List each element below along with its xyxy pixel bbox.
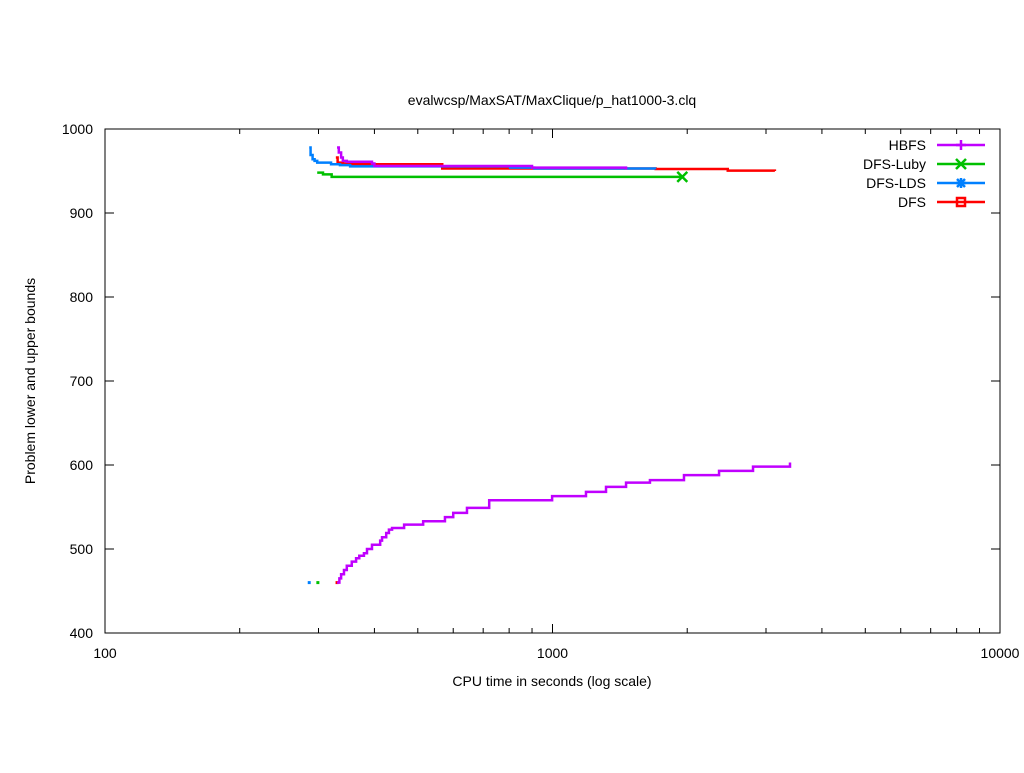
legend-marker-icon	[956, 178, 966, 188]
star-mark	[956, 178, 966, 188]
legend: HBFS DFS-Luby DFS-LDS DFS	[863, 137, 985, 210]
x-tick-label: 10000	[981, 645, 1020, 661]
legend-label: DFS	[898, 194, 926, 210]
plot-frame	[104, 128, 1001, 634]
y-tick-label: 800	[70, 289, 94, 305]
legend-label: DFS-LDS	[866, 175, 926, 191]
dfs-lds-upper-bound-line	[309, 146, 657, 170]
y-tick-label: 900	[70, 205, 94, 221]
legend-marker-icon	[956, 140, 966, 150]
dfs-upper-bound-line	[335, 156, 777, 172]
chart-title: evalwcsp/MaxSAT/MaxClique/p_hat1000-3.cl…	[408, 92, 696, 108]
series-group	[307, 146, 792, 585]
x-mark	[676, 170, 689, 183]
y-tick-label: 600	[70, 457, 94, 473]
hbfs-lower-bound-line	[337, 462, 792, 584]
dfs-luby-upper-bound-line	[317, 171, 683, 179]
legend-marker-icon	[955, 196, 967, 208]
y-tick-label: 1000	[62, 121, 93, 137]
dfs-lds-lower-bound-point	[307, 581, 311, 585]
dfs-luby-end-marker	[676, 170, 689, 183]
legend-label: DFS-Luby	[863, 156, 926, 172]
axes: 400 500 600 700 800 900 1000 100 1000 10000	[62, 121, 1020, 661]
y-tick-label: 700	[70, 373, 94, 389]
dfs-luby-lower-bound-point	[316, 581, 320, 585]
x-tick-label: 1000	[537, 645, 568, 661]
hbfs-upper-bound-line	[337, 146, 628, 170]
y-tick-label: 500	[70, 541, 94, 557]
x-tick-label: 100	[93, 645, 117, 661]
x-axis-label: CPU time in seconds (log scale)	[452, 673, 651, 689]
y-axis-label: Problem lower and upper bounds	[22, 278, 38, 484]
x-mark	[955, 158, 967, 170]
legend-marker-icon	[955, 158, 967, 170]
y-tick-label: 400	[70, 625, 94, 641]
plus-mark	[956, 140, 966, 150]
legend-label: HBFS	[889, 137, 926, 153]
square-mark	[955, 196, 967, 208]
